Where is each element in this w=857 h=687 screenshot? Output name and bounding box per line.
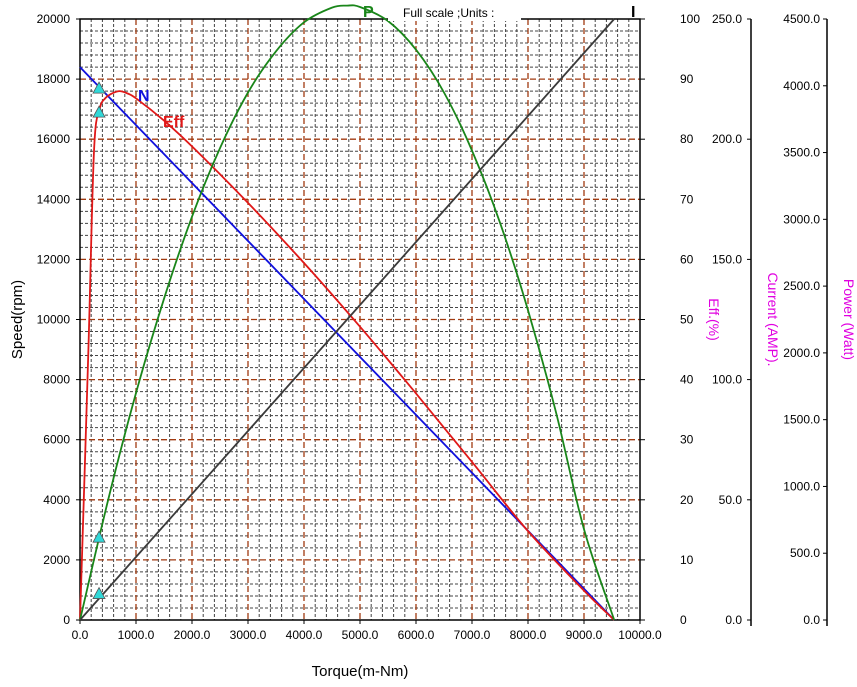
eff-tick-label: 30 xyxy=(680,433,694,447)
x-tick-label: 2000.0 xyxy=(174,628,211,642)
power-tick-label: 1000.0 xyxy=(783,479,820,493)
grid xyxy=(79,18,641,621)
eff-tick-label: 20 xyxy=(680,493,694,507)
speed-tick-label: 16000 xyxy=(37,132,71,146)
series-i-line xyxy=(79,18,615,621)
eff-tick-label: 0 xyxy=(680,613,687,627)
eff-tick-label: 80 xyxy=(680,132,694,146)
series-layer xyxy=(79,4,616,621)
title-box xyxy=(388,3,521,21)
marker-triangle xyxy=(92,586,106,599)
markers-layer xyxy=(92,81,106,599)
speed-tick-label: 12000 xyxy=(37,252,71,266)
x-tick-label: 10000.0 xyxy=(618,628,662,642)
x-tick-label: 5000.0 xyxy=(342,628,379,642)
axes: 0.0 1000.0 2000.0 3000.0 4000.0 5000.0 6000.0 7… xyxy=(9,12,857,680)
current-tick-label: 0.0 xyxy=(725,613,742,627)
series-eff-line xyxy=(79,90,615,621)
speed-axis-title: Speed(rpm) xyxy=(9,280,26,359)
speed-tick-label: 2000 xyxy=(43,553,70,567)
power-axis-title: Power (Watt) xyxy=(841,279,857,360)
marker-triangle xyxy=(92,530,106,543)
speed-tick-label: 20000 xyxy=(37,12,71,26)
marker-triangle xyxy=(92,105,106,118)
power-tick-label: 0.0 xyxy=(803,613,820,627)
x-tick-label: 0.0 xyxy=(72,628,89,642)
power-tick-label: 4000.0 xyxy=(783,79,820,93)
eff-tick-label: 10 xyxy=(680,553,694,567)
x-tick-label: 4000.0 xyxy=(286,628,323,642)
labels-layer: N Eff P I Full scale ;Units : xyxy=(138,3,635,131)
eff-tick-label: 100 xyxy=(680,12,700,26)
x-tick-label: 6000.0 xyxy=(398,628,435,642)
speed-tick-label: 4000 xyxy=(43,493,70,507)
curve-label-i: I xyxy=(631,4,635,21)
current-axis-title: Current (AMP). xyxy=(765,272,781,366)
current-tick-label: 150.0 xyxy=(712,252,742,266)
x-tick-label: 3000.0 xyxy=(230,628,267,642)
marker-triangle xyxy=(92,81,106,94)
eff-tick-label: 70 xyxy=(680,192,694,206)
series-p-line xyxy=(79,4,616,621)
eff-tick-label: 40 xyxy=(680,373,694,387)
power-tick-label: 3000.0 xyxy=(783,212,820,226)
current-tick-label: 200.0 xyxy=(712,132,742,146)
curve-label-eff: Eff xyxy=(163,114,185,131)
curve-label-p: P xyxy=(363,4,374,21)
x-tick-label: 9000.0 xyxy=(566,628,603,642)
power-tick-label: 2500.0 xyxy=(783,279,820,293)
chart-title: Full scale ;Units : xyxy=(403,6,494,20)
x-tick-label: 7000.0 xyxy=(454,628,491,642)
current-tick-label: 50.0 xyxy=(719,493,743,507)
speed-tick-label: 6000 xyxy=(43,433,70,447)
power-tick-label: 4500.0 xyxy=(783,12,820,26)
power-tick-label: 2000.0 xyxy=(783,346,820,360)
eff-axis-title: Eff.(%) xyxy=(706,298,722,341)
eff-tick-label: 90 xyxy=(680,72,694,86)
current-tick-label: 250.0 xyxy=(712,12,742,26)
x-axis-title: Torque(m-Nm) xyxy=(312,663,409,680)
eff-tick-label: 50 xyxy=(680,313,694,327)
speed-tick-label: 10000 xyxy=(37,313,71,327)
current-tick-label: 100.0 xyxy=(712,373,742,387)
speed-tick-label: 14000 xyxy=(37,192,71,206)
power-tick-label: 3500.0 xyxy=(783,146,820,160)
curve-label-n: N xyxy=(138,88,150,105)
eff-tick-label: 60 xyxy=(680,252,694,266)
power-tick-label: 1500.0 xyxy=(783,413,820,427)
speed-tick-label: 18000 xyxy=(37,72,71,86)
speed-tick-label: 8000 xyxy=(43,373,70,387)
power-tick-label: 500.0 xyxy=(790,546,820,560)
x-tick-label: 8000.0 xyxy=(510,628,547,642)
x-tick-label: 1000.0 xyxy=(118,628,155,642)
speed-tick-label: 0 xyxy=(63,613,70,627)
